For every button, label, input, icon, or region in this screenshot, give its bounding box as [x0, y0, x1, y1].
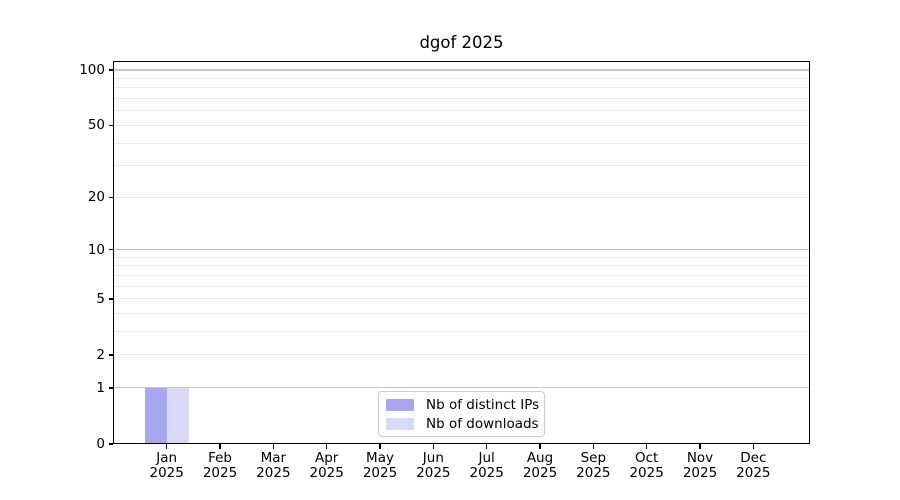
- x-tick-label: Jan 2025: [132, 451, 202, 480]
- x-tick-label: Jun 2025: [398, 451, 468, 480]
- x-tick: [166, 444, 168, 449]
- gridline-minor: [113, 354, 810, 356]
- x-tick: [485, 444, 488, 449]
- gridline-minor: [113, 275, 810, 277]
- gridline-minor: [113, 196, 810, 198]
- x-tick-label-month: Jan: [156, 450, 178, 466]
- x-tick-label-month: Mar: [260, 450, 287, 466]
- gridline-major: [113, 387, 810, 389]
- x-tick-label: Nov 2025: [665, 451, 735, 480]
- x-tick-label-month: Nov: [686, 450, 714, 466]
- x-tick: [645, 444, 648, 449]
- x-tick-label-month: Oct: [634, 450, 659, 466]
- x-tick-label-year: 2025: [362, 464, 398, 481]
- y-tick: [108, 298, 113, 300]
- x-tick: [325, 444, 328, 449]
- bar-nb-of-distinct-ips-jan-2025: [144, 387, 167, 444]
- y-tick: [108, 387, 113, 389]
- x-tick: [379, 444, 381, 449]
- gridline-minor: [113, 87, 810, 89]
- x-tick: [272, 444, 275, 449]
- x-tick-label: Apr 2025: [292, 451, 362, 480]
- x-tick-label-month: May: [366, 450, 394, 466]
- x-tick-label: Sep 2025: [558, 451, 628, 480]
- y-tick: [108, 69, 113, 71]
- y-tick-label: 100: [79, 62, 105, 79]
- x-tick-label-month: Aug: [526, 450, 554, 466]
- gridline-minor: [113, 285, 810, 287]
- legend-swatch-downloads: [386, 417, 414, 430]
- plot-area: Nb of distinct IPs Nb of downloads: [113, 61, 810, 444]
- x-tick-label-year: 2025: [522, 464, 558, 481]
- x-tick-label: Mar 2025: [238, 451, 308, 480]
- x-tick-label: Dec 2025: [718, 451, 788, 480]
- x-tick-label-year: 2025: [309, 464, 344, 481]
- x-tick-label: May 2025: [345, 451, 415, 480]
- gridline-major: [113, 69, 810, 71]
- y-tick: [108, 354, 113, 356]
- y-tick: [108, 124, 113, 127]
- legend: Nb of distinct IPs Nb of downloads: [378, 391, 545, 437]
- x-tick: [752, 444, 755, 449]
- gridline-minor: [113, 78, 810, 80]
- x-tick-label-year: 2025: [576, 464, 611, 481]
- y-tick-label: 1: [96, 379, 105, 396]
- gridline-minor: [113, 165, 810, 167]
- x-tick-label-month: Sep: [580, 450, 607, 466]
- legend-item-distinct-ips: Nb of distinct IPs: [386, 396, 540, 413]
- x-tick-label: Aug 2025: [505, 451, 575, 480]
- gridline-minor: [113, 98, 810, 100]
- bar-nb-of-downloads-jan-2025: [166, 387, 189, 444]
- gridline-minor: [113, 265, 810, 267]
- x-tick: [699, 444, 701, 449]
- gridline-major: [113, 249, 810, 251]
- gridline-minor: [113, 142, 810, 144]
- y-tick-label: 50: [87, 117, 105, 134]
- gridline-minor: [113, 331, 810, 333]
- x-tick-label: Oct 2025: [612, 451, 682, 480]
- legend-label-distinct-ips: Nb of distinct IPs: [426, 396, 540, 413]
- legend-swatch-distinct-ips: [386, 398, 414, 411]
- legend-label-downloads: Nb of downloads: [426, 415, 539, 432]
- x-tick-label-month: Dec: [740, 450, 767, 466]
- x-tick: [432, 444, 435, 449]
- chart-title: dgof 2025: [419, 33, 504, 52]
- x-tick-label-year: 2025: [202, 464, 238, 481]
- x-tick-label-year: 2025: [629, 464, 664, 481]
- gridline-minor: [113, 256, 810, 258]
- y-tick: [108, 443, 113, 445]
- x-tick-label-year: 2025: [736, 464, 771, 481]
- x-tick-label-month: Jul: [478, 450, 495, 466]
- x-tick-label-year: 2025: [149, 464, 184, 481]
- y-tick-label: 0: [96, 436, 105, 452]
- y-tick-label: 2: [96, 346, 105, 363]
- x-tick: [539, 444, 541, 449]
- x-tick-label-year: 2025: [256, 464, 291, 481]
- x-tick-label-year: 2025: [682, 464, 718, 481]
- x-tick-label-month: Feb: [208, 450, 232, 466]
- y-tick-label: 5: [96, 290, 105, 307]
- gridline-minor: [113, 298, 810, 300]
- x-tick-label-month: Jun: [422, 450, 444, 466]
- y-tick-label: 10: [87, 241, 105, 258]
- x-tick: [592, 444, 595, 449]
- gridline-minor: [113, 110, 810, 112]
- y-tick: [108, 196, 113, 199]
- legend-item-downloads: Nb of downloads: [386, 415, 539, 432]
- x-tick-label-year: 2025: [469, 464, 504, 481]
- gridline-minor: [113, 124, 810, 126]
- x-tick-label: Feb 2025: [185, 451, 255, 480]
- gridline-minor: [113, 313, 810, 315]
- x-tick-label-month: Apr: [315, 450, 339, 466]
- y-tick: [108, 249, 113, 251]
- x-tick-label-year: 2025: [416, 464, 451, 481]
- x-tick: [219, 444, 221, 449]
- x-tick-label: Jul 2025: [452, 451, 522, 480]
- y-tick-label: 20: [87, 189, 105, 206]
